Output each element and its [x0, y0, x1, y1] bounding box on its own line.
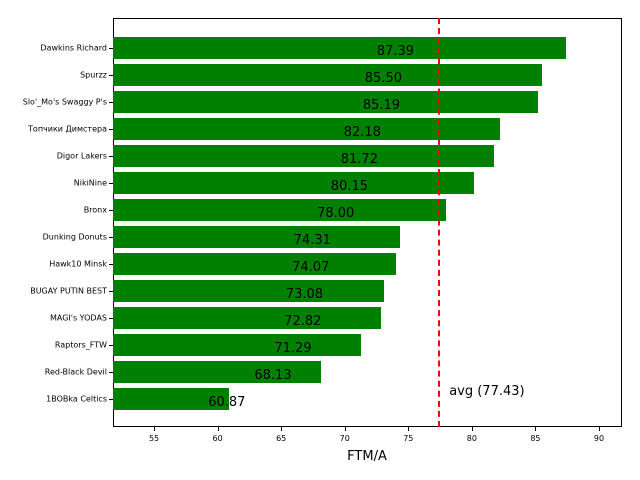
bar-value-label: 68.13: [254, 368, 292, 383]
y-tick: [109, 210, 113, 211]
y-tick: [109, 156, 113, 157]
x-tick-label: 90: [593, 434, 605, 443]
x-tick-label: 60: [212, 434, 223, 443]
bar-value-label: 87.39: [376, 44, 414, 59]
x-tick: [471, 427, 473, 431]
bar-value-label: 72.82: [284, 314, 322, 329]
y-tick: [109, 102, 113, 103]
x-tick-label: 65: [276, 434, 287, 443]
y-tick: [109, 345, 113, 346]
x-tick: [535, 427, 537, 431]
category-label: Digor Lakers: [56, 151, 107, 161]
y-tick: [109, 318, 113, 319]
category-label: MAGI's YODAS: [49, 313, 107, 323]
bar: [113, 145, 494, 167]
category-label: Slo'_Mo's Swaggy P's: [22, 97, 107, 107]
category-label: Hawk10 Minsk: [49, 259, 107, 269]
bar: [113, 64, 542, 86]
category-label: Топчики Димстера: [28, 124, 107, 134]
category-label: Dunking Donuts: [42, 232, 107, 242]
average-reference-line: [438, 18, 441, 427]
bar-value-label: 80.15: [330, 179, 368, 194]
bar: [113, 172, 474, 194]
bar: [113, 199, 447, 221]
y-tick: [109, 48, 113, 49]
bar-value-label: 81.72: [340, 152, 378, 167]
bar: [113, 361, 321, 383]
bar: [113, 226, 400, 248]
x-tick: [344, 427, 346, 431]
x-tick-label: 55: [148, 434, 160, 443]
x-tick-label: 75: [403, 434, 414, 443]
bar-value-label: 74.07: [292, 260, 330, 275]
x-tick-label: 85: [530, 434, 541, 443]
bar-value-label: 82.18: [343, 125, 381, 140]
category-label: NikiNine: [73, 178, 107, 188]
y-tick: [109, 399, 113, 400]
bar: [113, 280, 384, 302]
category-label: 1BOBka Celtics: [46, 394, 107, 404]
x-tick: [217, 427, 219, 431]
category-label: BUGAY PUTIN BEST: [30, 286, 107, 296]
x-tick-label: 70: [339, 434, 350, 443]
bar-value-label: 78.00: [317, 206, 355, 221]
bar-value-label: 71.29: [274, 341, 312, 356]
category-label: Red-Black Devil: [44, 367, 107, 377]
bar: [113, 334, 362, 356]
bar-value-label: 85.19: [362, 98, 401, 113]
y-tick: [109, 237, 113, 238]
y-tick: [109, 129, 113, 130]
bar: [113, 91, 538, 113]
bar-value-label: 60.87: [208, 395, 246, 410]
average-label: avg (77.43): [449, 384, 525, 399]
bar-value-label: 73.08: [285, 287, 324, 302]
y-tick: [109, 264, 113, 265]
x-tick: [154, 427, 156, 431]
bar: [113, 253, 397, 275]
x-tick: [408, 427, 410, 431]
category-label: Spurzz: [80, 70, 107, 80]
bar: [113, 388, 229, 410]
bar: [113, 37, 566, 59]
category-label: Dawkins Richard: [40, 43, 107, 53]
y-tick: [109, 75, 113, 76]
category-label: Bronx: [83, 205, 107, 215]
y-tick: [109, 372, 113, 373]
x-axis-label: FTM/A: [347, 449, 387, 464]
plot-area: [113, 18, 622, 427]
bar: [113, 118, 500, 140]
x-tick: [281, 427, 283, 431]
bar: [113, 307, 381, 329]
y-tick: [109, 291, 113, 292]
y-tick: [109, 183, 113, 184]
category-label: Raptors_FTW: [54, 340, 107, 350]
x-tick-label: 80: [466, 434, 477, 443]
bar-value-label: 85.50: [364, 71, 402, 86]
x-tick: [598, 427, 600, 431]
bar-value-label: 74.31: [293, 233, 331, 248]
